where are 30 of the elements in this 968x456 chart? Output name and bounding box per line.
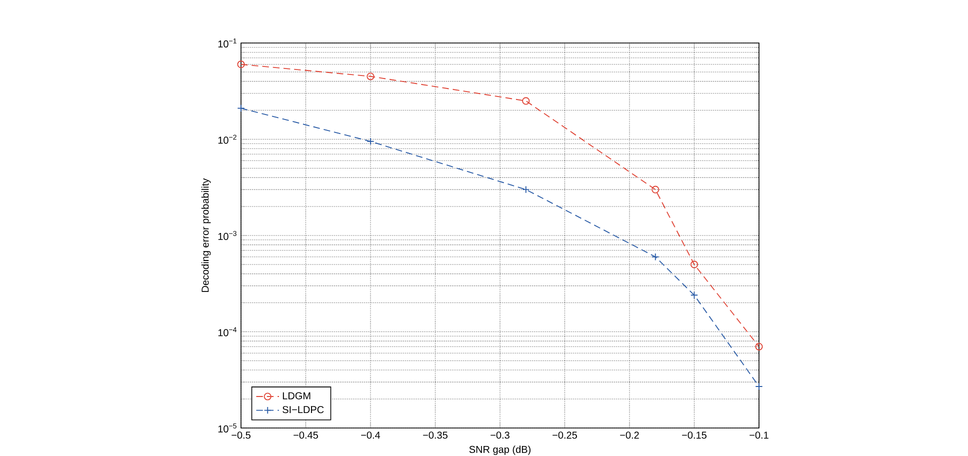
point (366, 72, 374, 80)
x-tick-label: −0.3 (490, 432, 510, 439)
x-tick-label: −0.2 (620, 432, 639, 439)
point (690, 260, 698, 268)
legend-label: SI−LDPC (282, 406, 324, 414)
x-tick-label: −0.1 (750, 432, 768, 439)
y-tick-label: 10$^{−1}$ (218, 38, 236, 48)
x-tick-label: −0.35 (423, 432, 448, 439)
point (366, 138, 374, 146)
x-tick-label: −0.45 (294, 432, 318, 439)
x-tick-label: −0.4 (361, 432, 380, 439)
y-tick-label: 10$^{−3}$ (218, 230, 236, 240)
x-tick-label: −0.25 (552, 432, 577, 439)
point (237, 60, 245, 68)
point (755, 342, 763, 350)
x-tick-label: −0.15 (682, 432, 706, 439)
y-tick-label: 10$^{−5}$ (218, 424, 236, 432)
point (652, 186, 660, 194)
x-axis-title: SNR gap (dB) (469, 446, 530, 455)
y-axis-title: Decoding error probability (201, 178, 211, 292)
point (522, 186, 530, 194)
legend-label: LDGM (282, 392, 310, 400)
point (652, 253, 660, 261)
point (755, 382, 763, 390)
x-tick-label: −0.5 (232, 432, 250, 439)
point (522, 97, 530, 105)
point (237, 104, 245, 112)
y-tick-label: 10$^{−4}$ (218, 327, 237, 336)
point (690, 291, 698, 299)
y-tick-label: 10$^{−2}$ (218, 134, 236, 144)
